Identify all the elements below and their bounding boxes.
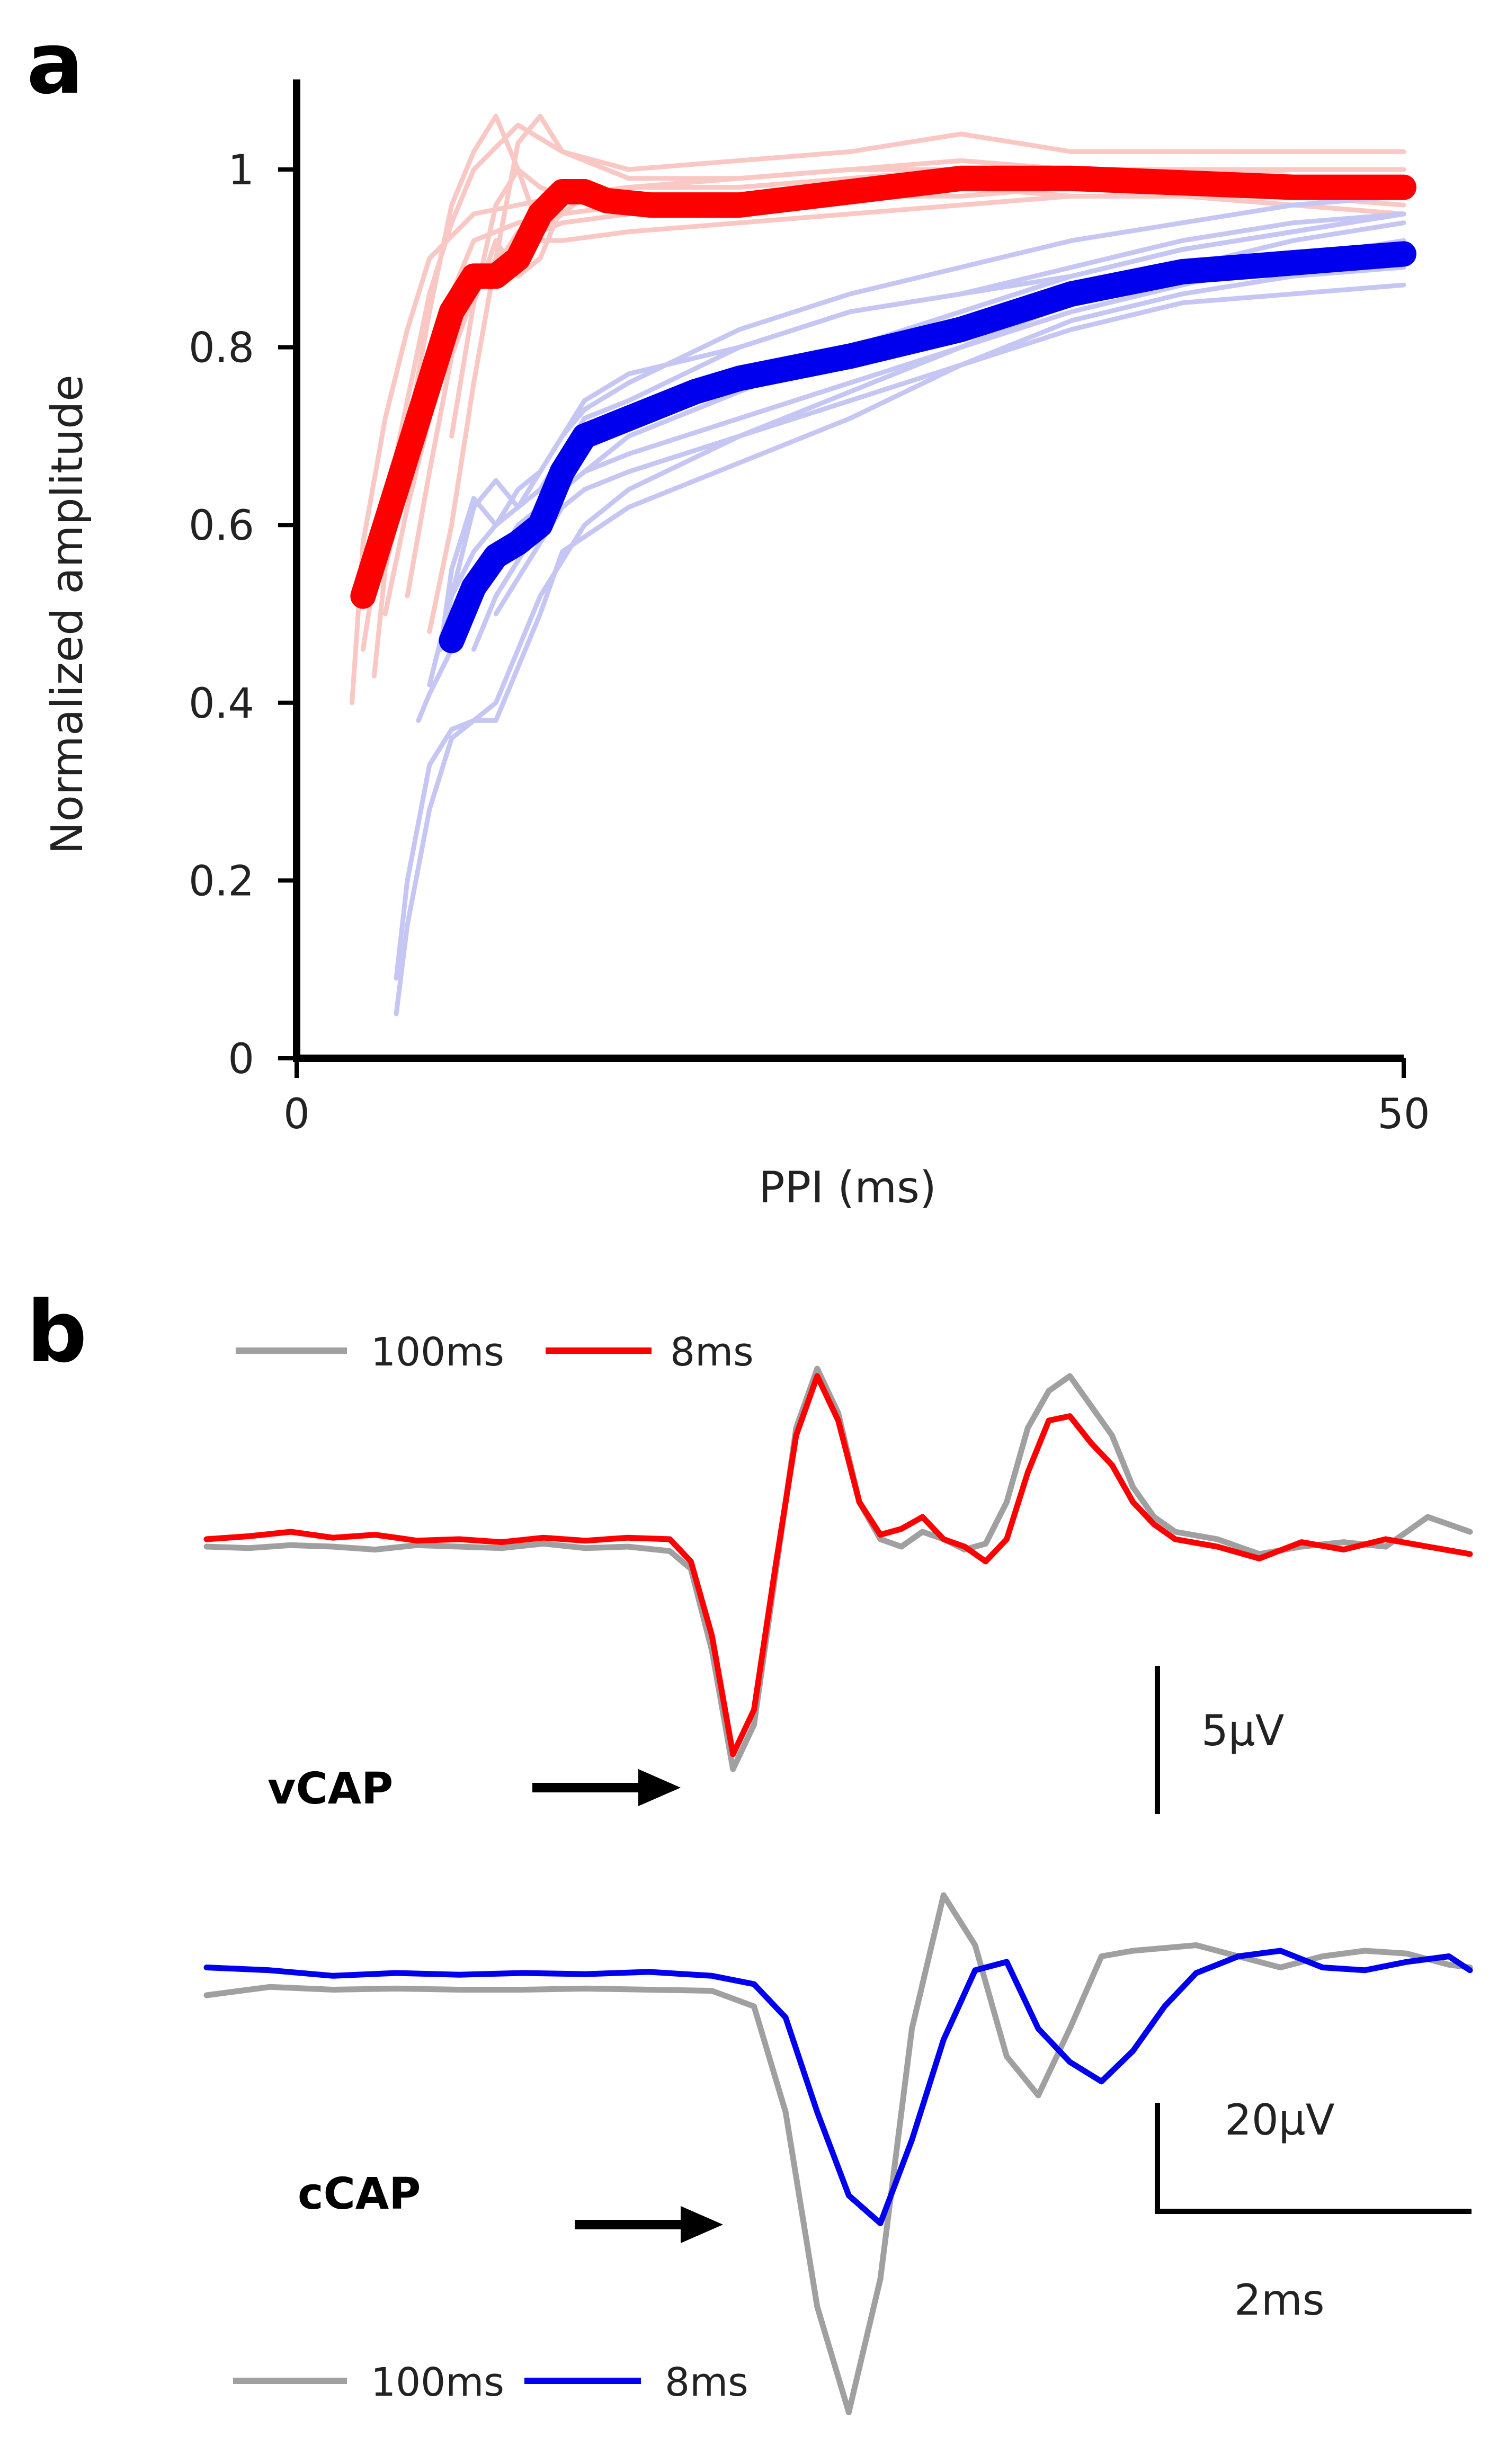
arrow-ccap [575,2206,723,2243]
y-axis-title: Normalized amplitude [42,374,93,854]
legend-label-100ms-ccap: 100ms [371,2360,504,2405]
vcap-trace-100ms [203,1365,1473,1772]
tick-marks: 0 0.2 0.4 0.6 0.8 1 0 50 [189,147,1430,1138]
individual-trace-blue-2 [394,265,1406,981]
chart-vcap: 100ms 8ms vCAP 5μV [203,1329,1473,1814]
individual-trace-blue-5 [438,193,1406,652]
y-tick-label-3: 0.6 [189,502,254,550]
arrow-vcap [532,1769,681,1806]
y-tick-label-0: 0 [228,1035,254,1083]
legend-label-8ms-ccap: 8ms [665,2360,748,2405]
scale-label-vcap: 5μV [1201,1706,1285,1755]
panel-a-letter: a [26,14,84,113]
x-axis-title: PPI (ms) [759,1163,937,1213]
vcap-trace-8ms [203,1373,1473,1757]
mean-trace-red [350,165,1416,609]
y-tick-label-1: 0.2 [189,858,254,905]
scale-label-ccap: 20μV [1225,2095,1335,2145]
y-tick-label-5: 1 [228,147,254,194]
legend-label-100ms: 100ms [371,1329,504,1375]
legend-vcap: 100ms 8ms [236,1329,754,1375]
mean-trace-blue [439,241,1416,654]
legend-label-8ms: 8ms [670,1329,754,1375]
ccap-trace-100ms [203,1892,1473,2415]
traces-ccap [203,1892,1473,2415]
chart-ccap: cCAP 20μV 2ms 100ms 8ms [203,1892,1473,2415]
individual-trace-red-8 [449,185,1406,439]
time-scale-label: 2ms [1234,2275,1325,2325]
trace-label-vcap: vCAP [267,1764,393,1814]
ccap-trace-8ms [203,1948,1473,2226]
axes [293,79,1404,1062]
y-tick-label-4: 0.8 [189,325,254,372]
individual-trace-red-2 [360,122,1406,652]
mean-traces [350,165,1416,654]
traces-vcap [203,1365,1473,1772]
legend-ccap: 100ms 8ms [233,2360,748,2405]
trace-label-ccap: cCAP [298,2169,421,2219]
individual-trace-blue-6 [449,211,1406,599]
x-tick-label-0: 0 [283,1091,310,1138]
chart-a: 0 0.2 0.4 0.6 0.8 1 0 50 PPI (ms) Normalized am… [42,79,1430,1213]
y-tick-label-2: 0.4 [189,680,254,728]
panel-b-letter: b [26,1282,87,1381]
x-tick-label-1: 50 [1377,1091,1430,1138]
